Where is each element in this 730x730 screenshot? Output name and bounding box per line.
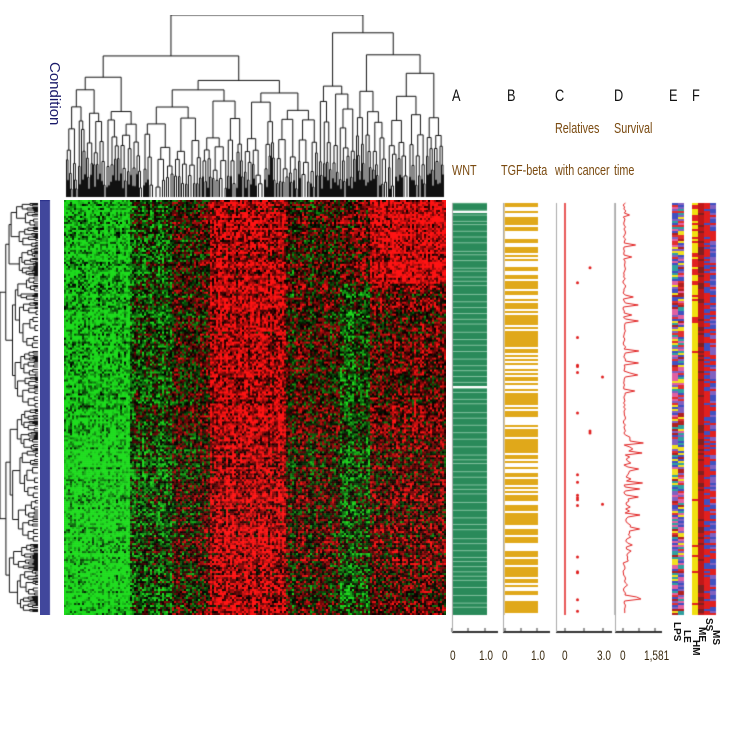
panel-letter-b: B xyxy=(507,86,516,105)
panel-letter-e: E xyxy=(669,86,678,105)
relatives-axis-max: 3.0 xyxy=(597,647,612,663)
panel-letter-f: F xyxy=(692,86,700,105)
panel-letter-d: D xyxy=(614,86,624,105)
tgf-beta-title: TGF-beta xyxy=(501,162,548,179)
f-label-hm: HM xyxy=(690,640,701,656)
survival-axis-max: 1,581 xyxy=(644,647,670,663)
relatives-title-line2: with cancer xyxy=(555,162,610,179)
panel-letter-a: A xyxy=(452,86,461,105)
survival-title-line1: Survival xyxy=(614,120,653,137)
wnt-axis-min: 0 xyxy=(450,647,456,663)
f-label-ms: MS xyxy=(710,630,721,645)
survival-axis-min: 0 xyxy=(620,647,626,663)
wnt-title: WNT xyxy=(452,162,477,179)
survival-title-line2: time xyxy=(614,162,635,179)
wnt-axis-max: 1.0 xyxy=(479,647,494,663)
relatives-axis-min: 0 xyxy=(562,647,568,663)
heatmap xyxy=(64,200,446,615)
condition-bar xyxy=(40,200,52,615)
relatives-title-line1: Relatives xyxy=(555,120,600,137)
annotation-tracks xyxy=(450,195,730,645)
row-dendrogram xyxy=(0,200,40,615)
panel-letter-c: C xyxy=(555,86,565,105)
column-dendrogram xyxy=(63,15,447,200)
tgf-axis-max: 1.0 xyxy=(531,647,546,663)
tgf-axis-min: 0 xyxy=(502,647,508,663)
condition-label: Condition xyxy=(46,62,63,126)
